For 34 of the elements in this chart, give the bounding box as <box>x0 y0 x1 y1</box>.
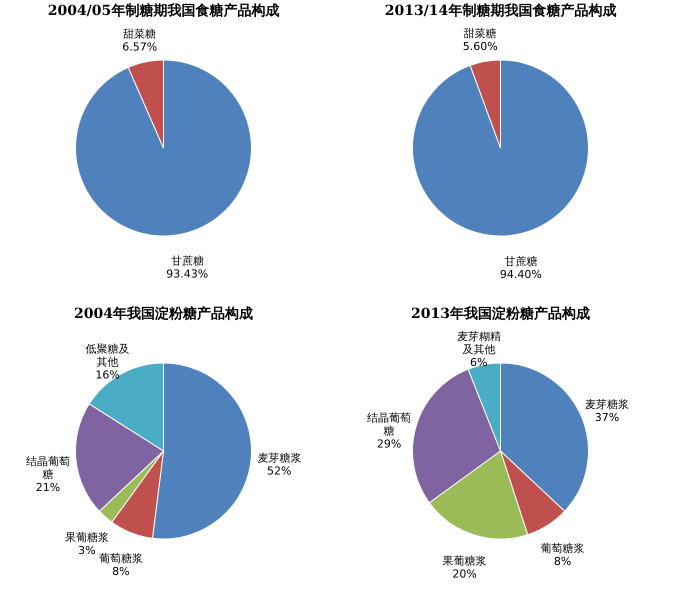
slice-label: 结晶葡萄糖 <box>26 454 70 481</box>
slice-label: 麦芽糖浆 <box>257 451 302 464</box>
chart-title: 2013年我国淀粉糖产品构成 <box>411 305 590 322</box>
slice-label: 甘蔗糖 <box>504 255 538 268</box>
data-label: 5.60% <box>462 40 498 53</box>
data-label: 16% <box>95 368 120 382</box>
chart-title: 2004年我国淀粉糖产品构成 <box>74 305 253 322</box>
data-label: 21% <box>36 480 60 494</box>
pie-slice <box>75 60 252 236</box>
data-label: 6.57% <box>122 40 158 54</box>
data-label: 8% <box>112 564 130 578</box>
slice-label: 麦芽糊精及其他 <box>456 330 501 356</box>
chart-title: 2004/05年制糖期我国食糖产品构成 <box>48 2 280 19</box>
slice-label: 低聚糖及其他 <box>86 342 130 368</box>
data-label: 52% <box>267 464 292 478</box>
slice-label: 葡萄糖浆 <box>98 552 143 565</box>
data-label: 3% <box>78 544 96 558</box>
data-label: 29% <box>376 438 402 451</box>
pie-slice <box>412 60 589 236</box>
data-label: 6% <box>470 356 488 370</box>
data-label: 8% <box>554 554 572 568</box>
data-label: 93.43% <box>166 268 208 281</box>
slice-label: 甜菜糖 <box>123 27 156 40</box>
slice-label: 果葡糖浆 <box>442 554 487 568</box>
slice-label: 果葡糖浆 <box>64 531 109 544</box>
slice-label: 甜菜糖 <box>464 26 497 40</box>
slice-label: 葡萄糖浆 <box>540 542 585 555</box>
chart-title: 2013/14年制糖期我国食糖产品构成 <box>384 2 616 19</box>
data-label: 20% <box>452 567 477 580</box>
slice-label: 结晶葡萄糖 <box>367 412 412 438</box>
slice-label: 甘蔗糖 <box>170 254 204 268</box>
data-label: 37% <box>594 410 620 424</box>
data-label: 94.40% <box>500 268 542 282</box>
slice-label: 麦芽糖浆 <box>584 398 629 411</box>
